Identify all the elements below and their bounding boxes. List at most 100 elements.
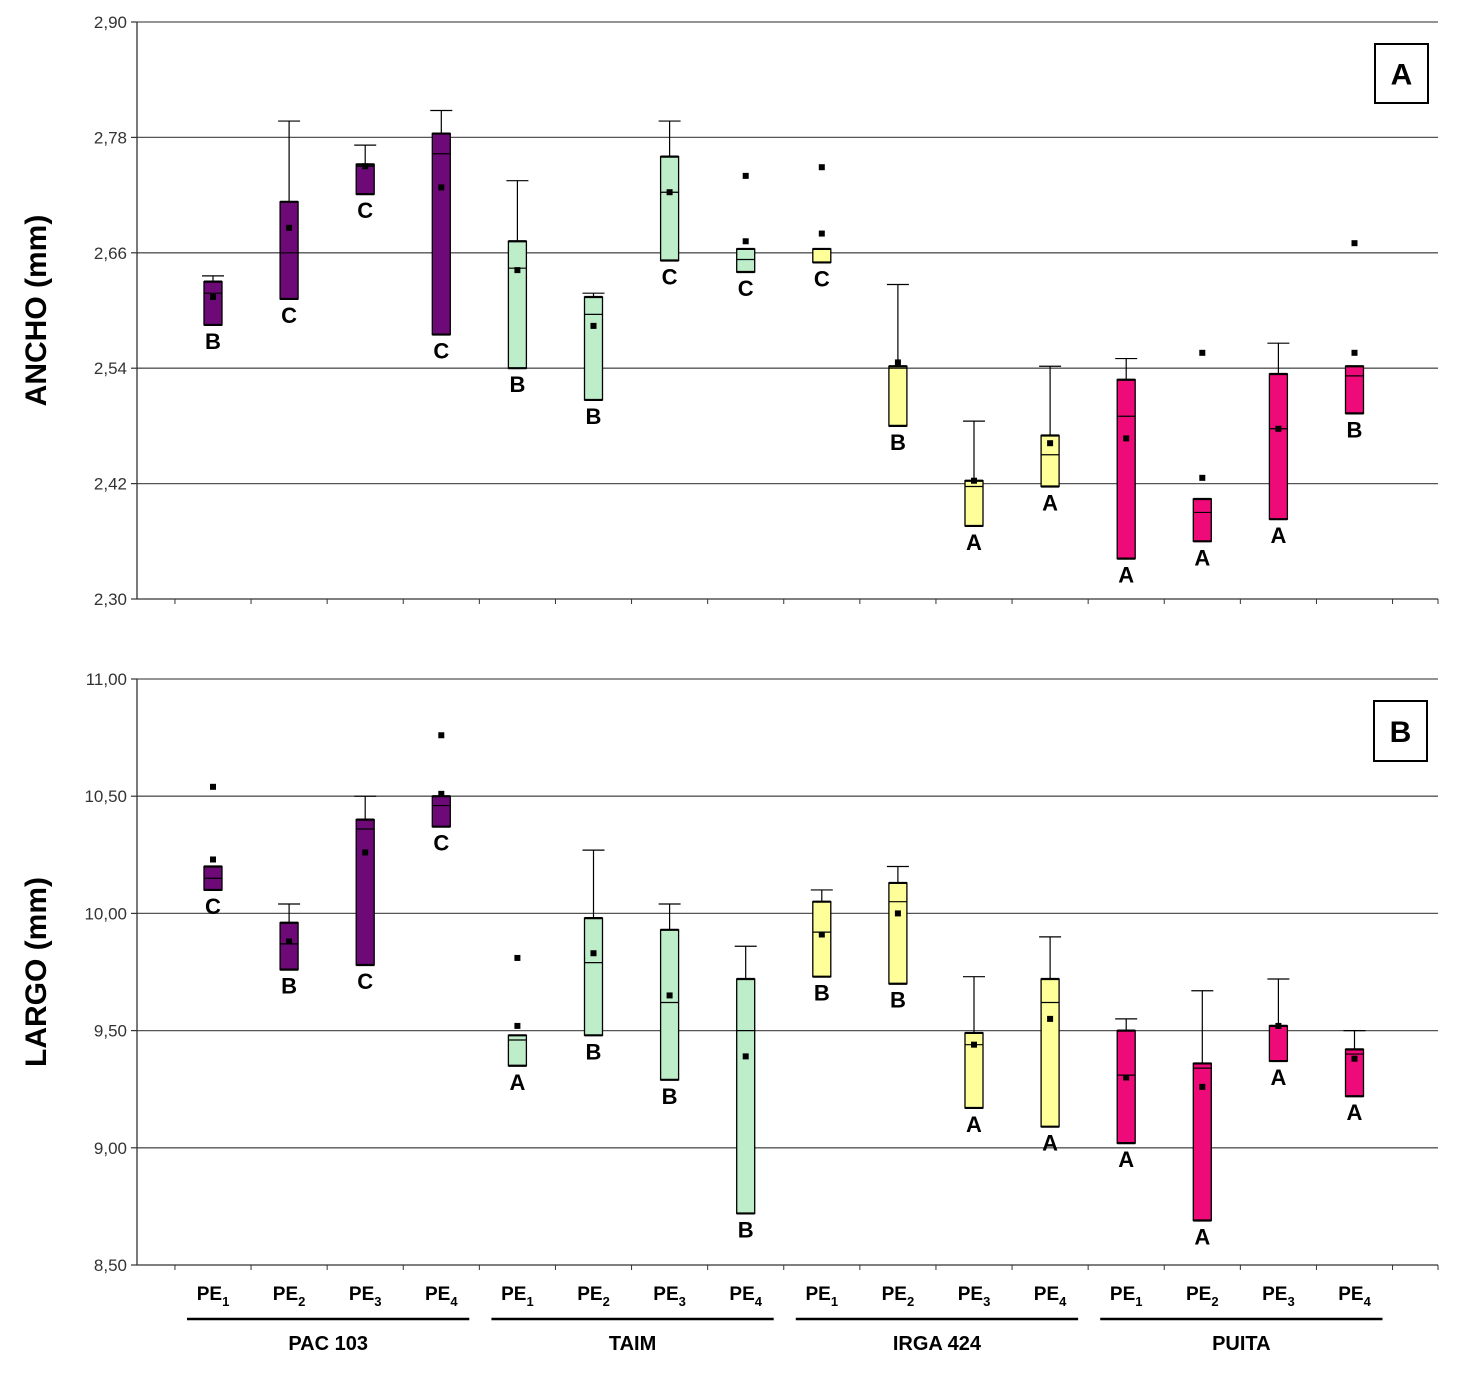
mean-marker (514, 267, 521, 274)
cultivar-group-labels: PAC 103 TAIM IRGA 424 PUITA (187, 1317, 1383, 1355)
x-category-label: PE4 (1034, 1284, 1067, 1309)
box-puita-pe2: A (1191, 990, 1214, 1249)
y-axis-title: ANCHO (mm) (20, 215, 53, 407)
x-category-label: PE3 (958, 1284, 991, 1309)
box-irga-424-pe3: A (963, 976, 985, 1137)
box-taim-pe1: A (507, 954, 528, 1095)
extreme-marker (742, 172, 749, 179)
box-puita-pe3: A (1267, 978, 1290, 1090)
box-iqr (583, 917, 604, 1036)
box-taim-pe3: B (658, 903, 681, 1109)
mean-marker (210, 856, 216, 863)
box-iqr (1344, 365, 1365, 415)
box-taim-pe4: B (734, 945, 757, 1242)
mean-marker (971, 1041, 977, 1048)
panel-a-ancho: 2,30 2,42 2,54 2,66 2,78 2,90 ANCHO (mm) A B C C C B… (20, 13, 1439, 609)
box-iqr (1116, 379, 1136, 560)
mean-marker (210, 294, 216, 301)
significance-letter: A (1347, 1100, 1363, 1125)
cultivar-label: PUITA (1212, 1333, 1271, 1355)
y-tick-label: 2,42 (94, 475, 127, 494)
significance-letter: C (357, 969, 373, 994)
mean-marker (742, 1053, 749, 1060)
mean-marker (1123, 435, 1130, 442)
panel-tag-label: A (1391, 59, 1413, 92)
y-tick-label: 2,54 (94, 359, 127, 378)
significance-letter: B (890, 988, 906, 1013)
significance-letter: C (205, 894, 221, 919)
box-iqr (1192, 498, 1212, 542)
x-category-label: PE4 (729, 1284, 762, 1309)
panel-b-largo: 8,50 9,00 9,50 10,00 10,50 11,00 LARGO (mm) B C B… (20, 670, 1439, 1275)
box-pac-103-pe2: B (278, 903, 301, 999)
cultivar-label: TAIM (609, 1333, 656, 1355)
box-iqr (812, 248, 832, 264)
box-iqr (888, 365, 908, 427)
mean-marker (894, 910, 901, 917)
mean-marker (1275, 1022, 1282, 1029)
panel-tag-label: B (1390, 716, 1412, 749)
box-iqr (279, 922, 299, 971)
box-irga-424-pe4: A (1039, 936, 1062, 1156)
mean-marker (818, 230, 825, 237)
mean-marker (1351, 1055, 1358, 1062)
x-category-label: PE3 (349, 1284, 382, 1309)
mean-marker (286, 224, 293, 231)
box-taim-pe2: B (582, 292, 605, 429)
significance-letter: A (1042, 1131, 1058, 1156)
mean-marker (514, 1022, 521, 1029)
extreme-marker (210, 783, 216, 790)
mean-marker (1047, 1015, 1054, 1022)
x-category-label: PE1 (501, 1284, 534, 1309)
box-iqr (736, 248, 756, 273)
box-puita-pe4: A (1343, 1029, 1366, 1125)
mean-marker (590, 950, 597, 957)
box-pac-103-pe1: C (203, 783, 223, 919)
box-puita-pe3: A (1267, 342, 1290, 548)
panel-tag-box (1374, 43, 1429, 104)
x-category-label: PE1 (1110, 1284, 1143, 1309)
cultivar-label: PAC 103 (288, 1333, 368, 1355)
x-category-label: PE1 (806, 1284, 839, 1309)
mean-marker (286, 938, 293, 945)
significance-letter: B (1347, 417, 1363, 442)
significance-letter: A (509, 1070, 525, 1095)
extreme-marker (438, 732, 445, 739)
significance-letter: C (662, 264, 678, 289)
significance-letter: B (890, 430, 906, 455)
x-category-label: PE2 (577, 1284, 610, 1309)
extreme-marker (818, 164, 825, 171)
box-taim-pe2: B (582, 849, 605, 1064)
x-category-label: PE3 (1262, 1284, 1295, 1309)
significance-letter: B (662, 1084, 678, 1109)
box-taim-pe1: B (506, 180, 529, 397)
box-pac-103-pe2: C (278, 120, 301, 328)
box-pac-103-pe3: C (354, 144, 377, 223)
significance-letter: B (738, 1217, 754, 1242)
box-iqr (1040, 978, 1060, 1128)
significance-letter: B (205, 329, 221, 354)
box-pac-103-pe4: C (430, 109, 453, 364)
significance-letter: B (814, 981, 830, 1006)
box-iqr (431, 132, 451, 336)
mean-marker (590, 322, 597, 329)
panel-tag-box (1373, 700, 1428, 762)
box-iqr (812, 901, 832, 978)
box-pac-103-pe4: C (431, 732, 451, 856)
x-category-label: PE2 (273, 1284, 306, 1309)
y-tick-label: 8,50 (94, 1256, 127, 1275)
x-category-label: PE1 (197, 1284, 230, 1309)
extreme-marker (1351, 240, 1358, 247)
mean-marker (362, 163, 369, 170)
y-tick-label: 2,66 (94, 244, 127, 263)
box-taim-pe4: C (736, 172, 756, 301)
box-iqr (659, 155, 680, 262)
significance-letter: A (1194, 545, 1210, 570)
box-pac-103-pe1: B (202, 275, 224, 354)
box-iqr (1268, 373, 1289, 520)
significance-letter: B (509, 372, 525, 397)
mean-marker (666, 189, 673, 196)
box-iqr (355, 818, 375, 966)
mean-marker (742, 238, 749, 245)
extreme-marker (514, 954, 521, 961)
